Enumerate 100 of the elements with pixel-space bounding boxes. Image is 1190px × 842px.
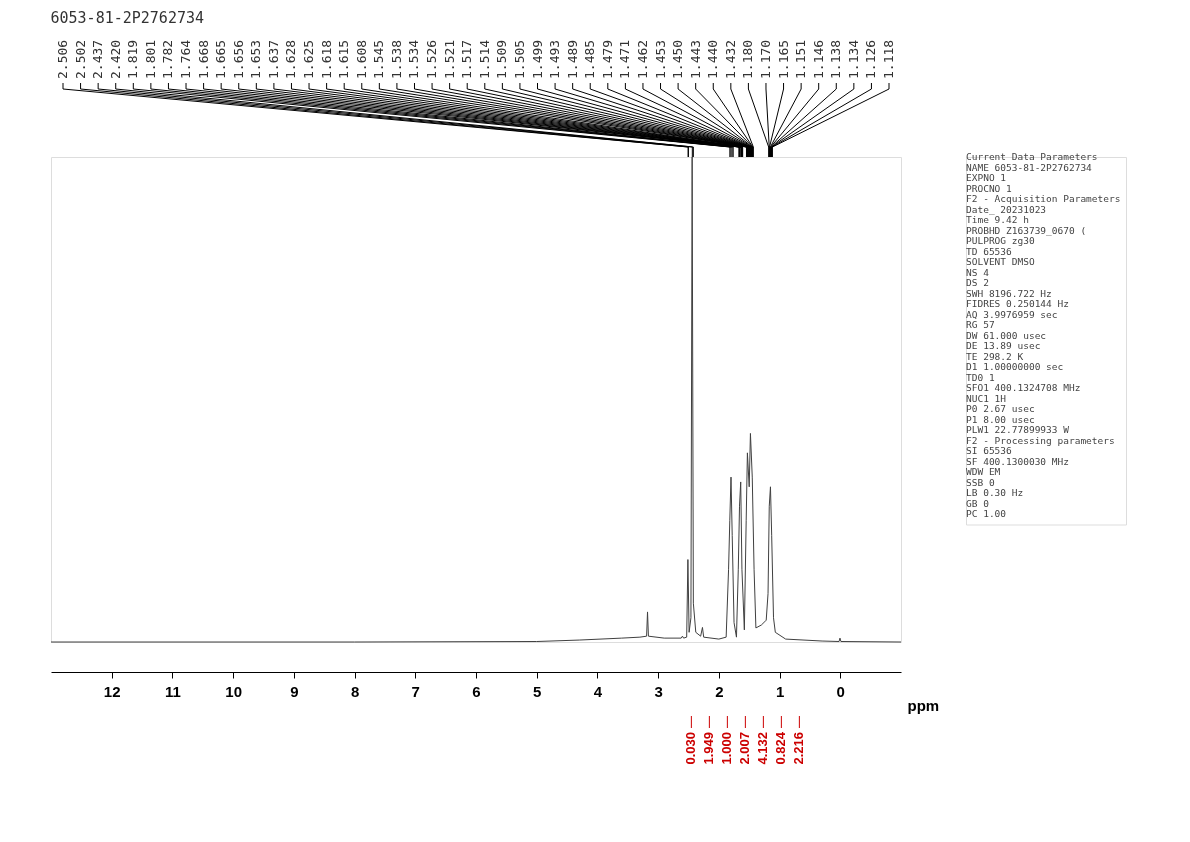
text: P1 8.00 usec xyxy=(966,413,1035,425)
annotation: 1.517 xyxy=(459,39,475,79)
annotation: 1.493 xyxy=(547,39,563,79)
text: 4.132 xyxy=(755,732,771,765)
text: 0.824 xyxy=(773,731,789,765)
annotation: 2.437 xyxy=(90,39,106,79)
x-tick-label: 9 xyxy=(290,682,299,700)
text: NS 4 xyxy=(966,266,990,278)
text: SI 65536 xyxy=(966,445,1013,456)
annotation: 1.126 xyxy=(863,39,879,79)
annotation: 1.151 xyxy=(793,39,809,79)
text: RG 57 xyxy=(966,319,995,330)
text: LB 0.30 Hz xyxy=(966,487,1024,498)
text: PROCNO 1 xyxy=(966,182,1013,194)
annotation: 1.134 xyxy=(845,39,861,79)
x-tick-label: 6 xyxy=(472,682,481,700)
text: Current Data Parameters xyxy=(966,151,1098,162)
text: F2 - Processing parameters xyxy=(966,434,1115,446)
annotation: 1.170 xyxy=(757,39,773,79)
annotation: 1.514 xyxy=(476,39,492,79)
annotation: 1.608 xyxy=(353,39,369,79)
text: PLW1 22.77899933 W xyxy=(966,424,1070,435)
annotation: 1.499 xyxy=(529,39,545,79)
annotation: 1.615 xyxy=(336,39,352,79)
text: PROBHD Z163739_0670 ( xyxy=(966,224,1087,236)
annotation: 1.462 xyxy=(634,39,650,79)
text: SWH 8196.722 Hz xyxy=(966,287,1052,299)
annotation: 1.450 xyxy=(670,39,686,79)
annotation: 1.656 xyxy=(230,39,246,79)
text: EXPNO 1 xyxy=(966,172,1007,183)
text: DW 61.000 usec xyxy=(966,329,1047,341)
x-tick-label: 12 xyxy=(103,682,121,700)
annotation: 1.782 xyxy=(160,39,176,79)
x-tick-label: 11 xyxy=(165,682,181,700)
text: PULPROG zg30 xyxy=(966,235,1035,246)
annotation: 1.479 xyxy=(599,39,615,79)
chart-title: 6053-81-2P2762734 xyxy=(50,8,205,27)
text: 1.000 xyxy=(719,732,735,765)
text: WDW EM xyxy=(966,466,1001,477)
text: 0.030 xyxy=(683,732,699,765)
text: TD 65536 xyxy=(966,245,1013,257)
x-tick-label: 1 xyxy=(775,682,785,700)
annotation: 1.637 xyxy=(265,39,281,79)
annotation: 1.819 xyxy=(125,39,141,79)
annotation: 1.440 xyxy=(705,39,721,79)
annotation: 1.485 xyxy=(582,39,598,79)
annotation: 1.801 xyxy=(142,39,158,79)
x-tick-label: 10 xyxy=(225,682,242,700)
text: D1 1.00000000 sec xyxy=(966,361,1064,372)
annotation: 1.545 xyxy=(371,39,387,79)
text: Time 9.42 h xyxy=(966,214,1029,225)
annotation: 1.509 xyxy=(494,39,510,79)
text: DE 13.89 usec xyxy=(966,340,1041,351)
x-tick-label: 4 xyxy=(593,682,603,700)
annotation: 1.471 xyxy=(617,39,633,79)
annotation: 1.653 xyxy=(248,39,264,79)
text: AQ 3.9976959 sec xyxy=(966,308,1058,320)
annotation: 1.118 xyxy=(881,39,896,79)
text: TE 298.2 K xyxy=(966,350,1024,362)
x-tick-label: 5 xyxy=(533,682,542,700)
text: P0 2.67 usec xyxy=(966,403,1035,414)
annotation: 1.668 xyxy=(195,39,211,79)
annotation: 1.618 xyxy=(318,39,334,79)
x-tick-label: 2 xyxy=(715,682,724,700)
text: SOLVENT DMSO xyxy=(966,256,1035,267)
annotation: 1.432 xyxy=(722,39,738,79)
x-axis-title: ppm xyxy=(907,696,940,714)
x-tick-label: 3 xyxy=(654,682,663,700)
text: 2.216 xyxy=(791,732,807,765)
text: Date_ 20231023 xyxy=(966,203,1047,215)
text: SF 400.1300030 MHz xyxy=(966,455,1069,467)
annotation: 1.628 xyxy=(283,39,299,79)
text: FIDRES 0.250144 Hz xyxy=(966,298,1069,309)
annotation: 1.489 xyxy=(564,39,580,79)
text: TD0 1 xyxy=(966,371,995,383)
annotation: 1.521 xyxy=(441,39,457,79)
annotation: 1.443 xyxy=(687,39,703,79)
annotation: 1.625 xyxy=(301,39,317,79)
annotation: 1.534 xyxy=(406,39,422,79)
text: DS 2 xyxy=(966,277,989,288)
text: SFO1 400.1324708 MHz xyxy=(966,382,1081,393)
text: SSB 0 xyxy=(966,476,995,488)
text: F2 - Acquisition Parameters xyxy=(966,193,1121,204)
text: PC 1.00 xyxy=(966,508,1007,519)
annotation: 1.138 xyxy=(828,39,844,79)
x-tick-label: 7 xyxy=(411,682,420,700)
annotation: 1.165 xyxy=(775,39,791,79)
text: GB 0 xyxy=(966,497,990,509)
annotation: 1.665 xyxy=(213,39,229,79)
x-tick-label: 0 xyxy=(836,682,845,700)
text: NAME 6053-81-2P2762734 xyxy=(966,161,1093,173)
annotation: 2.420 xyxy=(107,39,123,79)
text: 1.949 xyxy=(701,732,717,765)
x-tick-label: 8 xyxy=(350,682,360,700)
annotation: 1.180 xyxy=(740,39,756,79)
text: 2.007 xyxy=(737,732,753,765)
annotation: 1.453 xyxy=(652,39,668,79)
text: NUC1 1H xyxy=(966,392,1007,404)
annotation: 1.526 xyxy=(424,39,440,79)
annotation: 2.506 xyxy=(55,39,70,79)
